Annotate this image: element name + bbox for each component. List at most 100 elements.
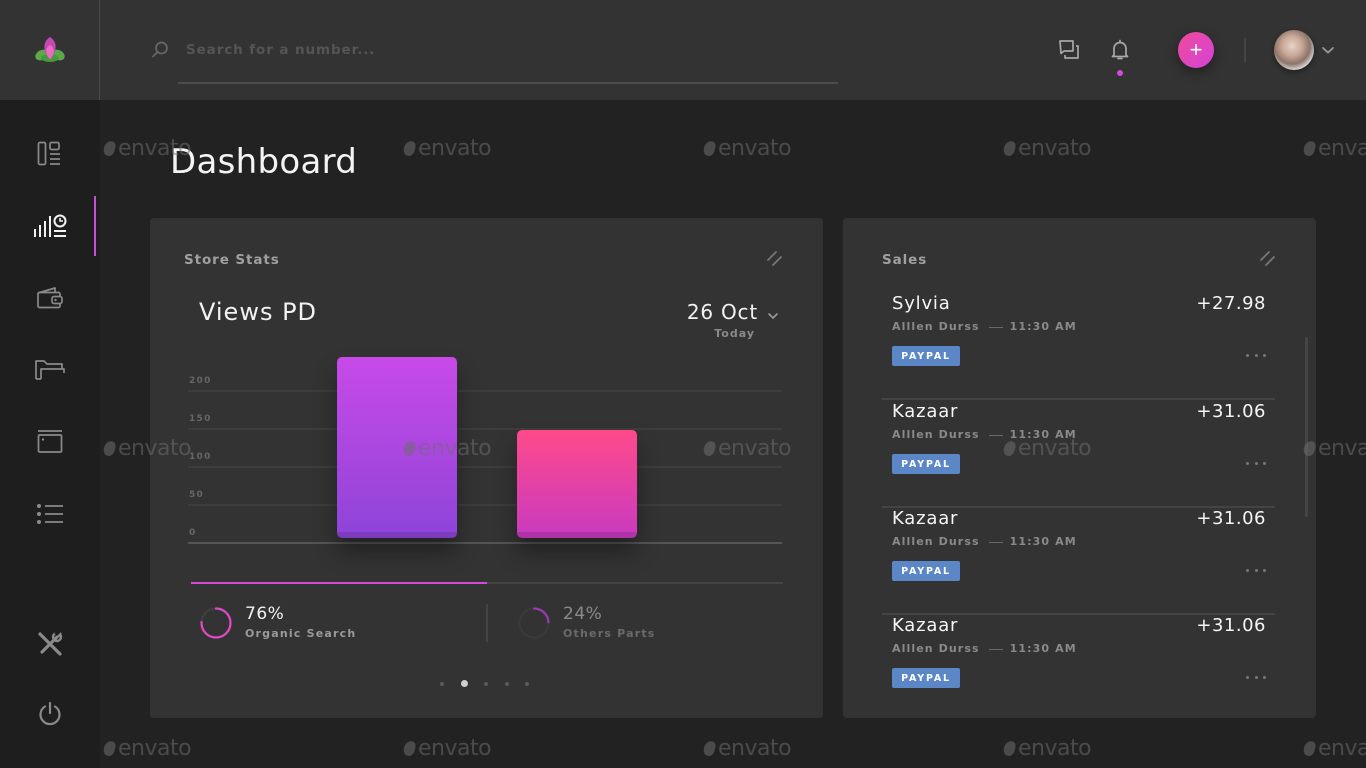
sale-item[interactable]: Sylvia +27.98 Alllen Durss 11:30 AM PAYPA… [882, 293, 1275, 400]
gridline [188, 504, 782, 506]
sidebar-item-folder[interactable] [0, 340, 100, 400]
search-bar [148, 34, 838, 86]
sale-name: Kazaar [892, 401, 959, 422]
chevron-down-icon[interactable] [1320, 42, 1336, 58]
stat-label: Organic Search [245, 627, 357, 640]
search-underline [178, 82, 838, 84]
page-title: Dashboard [170, 142, 358, 182]
x-axis [188, 542, 782, 544]
chart-title: Views PD [199, 298, 318, 326]
y-tick: 100 [189, 452, 212, 462]
search-input[interactable] [186, 38, 826, 62]
sale-item[interactable]: Kazaar +31.06 Alllen Durss 11:30 AM PAYPA… [882, 615, 1275, 718]
sale-item[interactable]: Kazaar +31.06 Alllen Durss 11:30 AM PAYPA… [882, 508, 1275, 615]
watermark: envato [1304, 136, 1366, 161]
pager-dot[interactable] [484, 681, 488, 686]
sidebar-item-tools[interactable] [0, 614, 100, 674]
sale-amount: +31.06 [1196, 508, 1266, 529]
more-options-icon[interactable] [1246, 564, 1266, 576]
sale-meta: Alllen Durss 11:30 AM [892, 535, 1077, 548]
chevron-down-icon [768, 313, 778, 320]
sidebar-item-power[interactable] [0, 684, 100, 744]
pager-dot[interactable] [504, 681, 509, 686]
watermark: envato [704, 136, 792, 161]
date-subtitle: Today [714, 327, 755, 340]
bar-chart: 200 150 100 50 0 [188, 357, 782, 558]
folder-icon [35, 360, 65, 380]
y-tick: 0 [189, 528, 197, 538]
gridline [188, 390, 782, 392]
sale-person: Alllen Durss [892, 535, 980, 548]
sale-name: Kazaar [892, 615, 959, 636]
watermark: envato [704, 736, 792, 761]
list-icon [37, 504, 63, 524]
sales-scrollbar[interactable] [1305, 337, 1308, 517]
stats-chart-icon [34, 214, 67, 237]
watermark: envato [1004, 736, 1092, 761]
watermark: envato [404, 136, 492, 161]
payment-badge: PAYPAL [892, 454, 960, 474]
sale-person: Alllen Durss [892, 320, 980, 333]
watermark: envato [1004, 136, 1092, 161]
sale-amount: +27.98 [1196, 293, 1266, 314]
store-stats-card: Store Stats Views PD 26 Oct Today 200 15… [150, 218, 823, 718]
card-title: Store Stats [184, 252, 280, 268]
sidebar-item-list[interactable] [0, 484, 100, 544]
add-button[interactable]: + [1178, 32, 1214, 68]
sale-name: Sylvia [892, 293, 951, 314]
y-tick: 200 [189, 376, 212, 386]
payment-badge: PAYPAL [892, 668, 960, 688]
sale-meta: Alllen Durss 11:30 AM [892, 428, 1077, 441]
sidebar-item-window[interactable] [0, 412, 100, 472]
resize-icon[interactable] [766, 250, 784, 268]
stat-divider [486, 604, 488, 642]
gridline [188, 466, 782, 468]
stat-percent: 76% [245, 604, 285, 624]
date-select[interactable]: 26 Oct Today [670, 300, 780, 340]
gridline [188, 428, 782, 430]
plus-icon: + [1189, 37, 1203, 62]
sale-item[interactable]: Kazaar +31.06 Alllen Durss 11:30 AM PAYPA… [882, 401, 1275, 508]
resize-icon[interactable] [1259, 250, 1277, 268]
tools-icon [38, 631, 63, 656]
y-tick: 50 [189, 490, 205, 500]
header-divider [1244, 38, 1246, 62]
sale-name: Kazaar [892, 508, 959, 529]
carousel-pager [440, 680, 546, 687]
sale-time: 11:30 AM [1009, 320, 1077, 333]
sidebar-item-stats[interactable] [0, 196, 100, 256]
chart-bar[interactable] [337, 357, 457, 538]
sale-time: 11:30 AM [1009, 535, 1077, 548]
progress-fill [191, 582, 487, 584]
y-tick: 150 [189, 414, 212, 424]
sidebar-item-wallet[interactable] [0, 268, 100, 328]
watermark: envato [104, 736, 192, 761]
notification-dot [1117, 70, 1123, 76]
chat-bubbles-icon[interactable] [1057, 38, 1081, 62]
sale-meta: Alllen Durss 11:30 AM [892, 320, 1077, 333]
date-value: 26 Oct [686, 300, 758, 324]
more-options-icon[interactable] [1246, 457, 1266, 469]
search-icon [152, 41, 168, 58]
sale-time: 11:30 AM [1009, 642, 1077, 655]
logo[interactable] [0, 0, 100, 100]
avatar[interactable] [1274, 30, 1314, 70]
sidebar-item-layout[interactable] [0, 124, 100, 184]
more-options-icon[interactable] [1246, 671, 1266, 683]
window-icon [37, 430, 63, 453]
chart-bar[interactable] [517, 430, 637, 538]
stat-label: Others Parts [563, 627, 656, 640]
power-icon [39, 701, 61, 726]
sale-amount: +31.06 [1196, 615, 1266, 636]
wallet-icon [37, 287, 63, 309]
bell-icon[interactable] [1108, 38, 1132, 62]
pager-dot-active[interactable] [460, 680, 468, 687]
payment-badge: PAYPAL [892, 346, 960, 366]
pager-dot[interactable] [525, 681, 529, 686]
more-options-icon[interactable] [1246, 349, 1266, 361]
lotus-logo-icon [34, 37, 65, 62]
progress-ring-icon [518, 607, 550, 639]
pager-dot[interactable] [440, 681, 444, 686]
stat-percent: 24% [563, 604, 603, 624]
